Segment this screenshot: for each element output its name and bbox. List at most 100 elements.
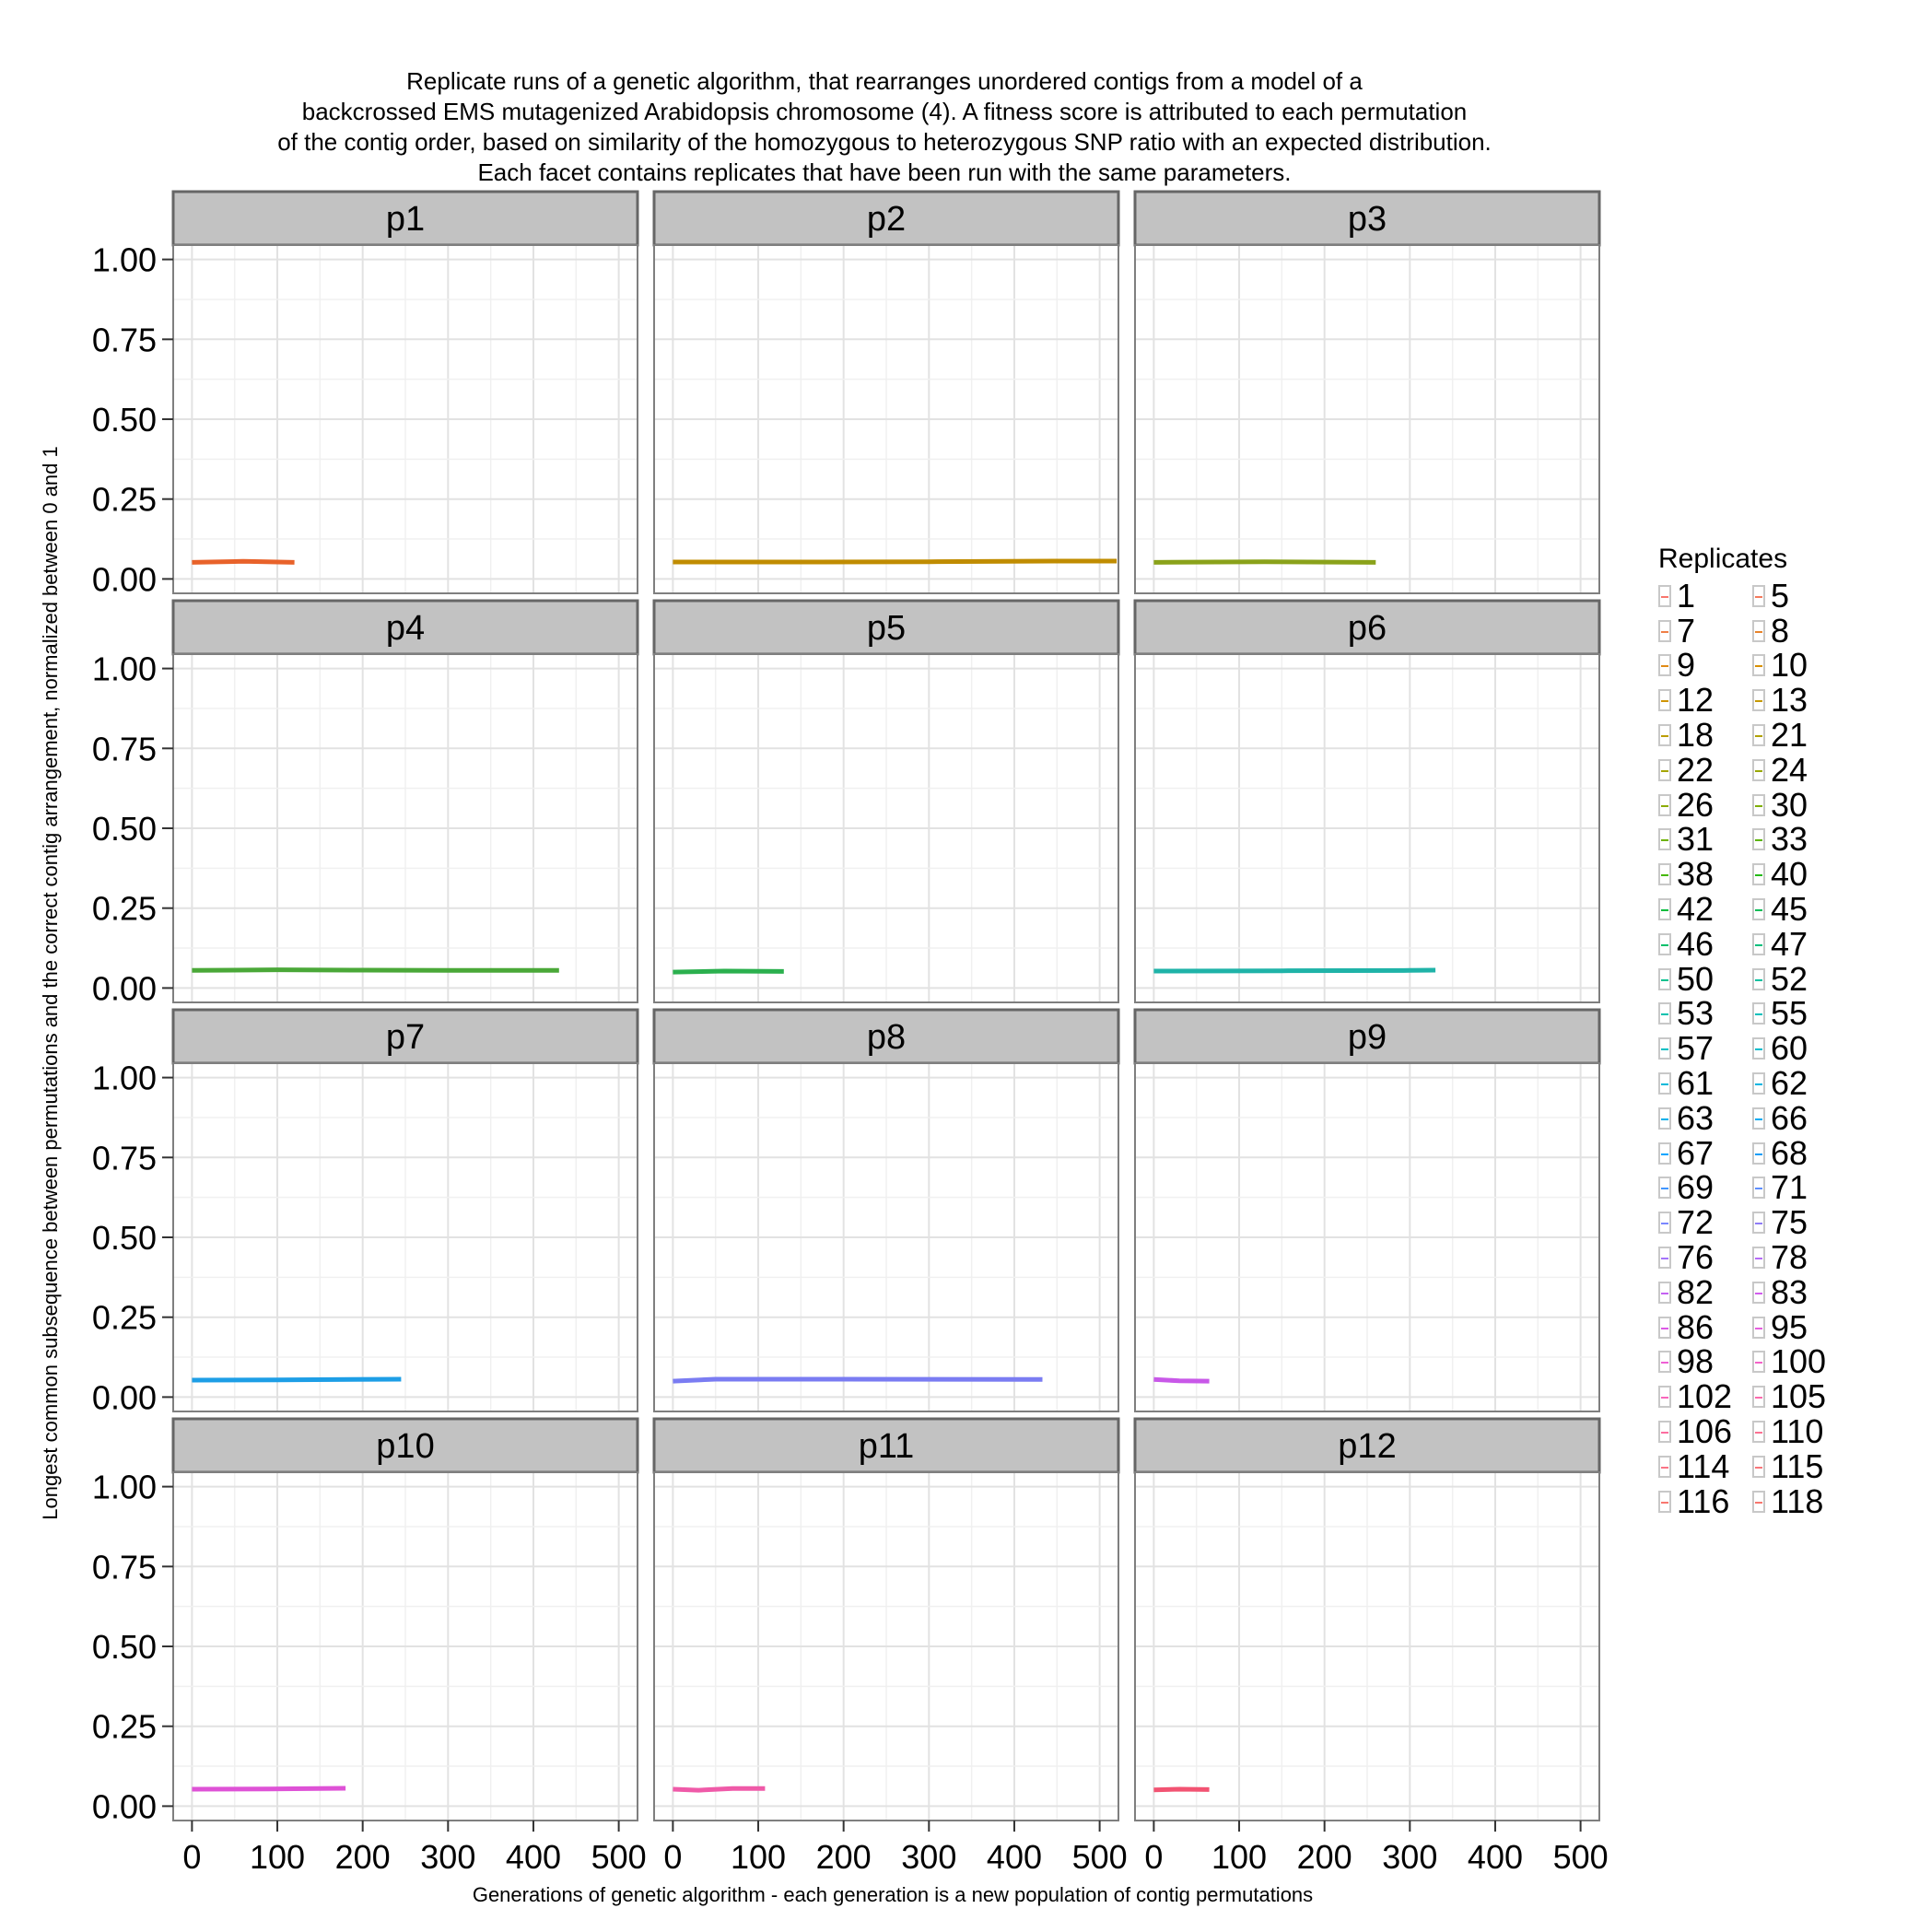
legend-item: 52 xyxy=(1752,962,1846,997)
legend-key-swatch xyxy=(1658,1421,1671,1444)
legend-item: 62 xyxy=(1752,1066,1846,1101)
legend-label: 83 xyxy=(1771,1272,1808,1311)
legend-label: 1 xyxy=(1677,576,1696,615)
legend-label: 38 xyxy=(1677,855,1714,894)
grid-lines xyxy=(173,1063,638,1411)
legend-item: 67 xyxy=(1658,1136,1752,1171)
legend-item: 8 xyxy=(1752,614,1846,649)
chart-title-line-1: Replicate runs of a genetic algorithm, t… xyxy=(406,67,1363,95)
facet-strip-label: p12 xyxy=(1338,1427,1396,1466)
legend-key-swatch xyxy=(1658,932,1671,955)
legend-label: 115 xyxy=(1771,1446,1824,1485)
legend-key-swatch xyxy=(1752,584,1765,607)
legend-key-swatch xyxy=(1752,724,1765,747)
legend-key-swatch xyxy=(1658,758,1671,781)
legend-label: 98 xyxy=(1677,1342,1714,1381)
legend-key-swatch xyxy=(1658,1002,1671,1025)
y-tick-label: 0.25 xyxy=(92,1299,157,1337)
legend-item: 42 xyxy=(1658,892,1752,927)
legend-key-swatch xyxy=(1658,863,1671,886)
legend-label: 26 xyxy=(1677,785,1714,824)
legend-title: Replicates xyxy=(1658,544,1788,574)
x-tick-label: 0 xyxy=(182,1838,201,1876)
y-tick-label: 0.50 xyxy=(92,810,157,848)
legend-item: 72 xyxy=(1658,1205,1752,1240)
legend-item: 61 xyxy=(1658,1066,1752,1101)
y-tick-label: 0.00 xyxy=(92,1378,157,1416)
legend-key-swatch xyxy=(1752,1386,1765,1409)
y-tick-label: 0.00 xyxy=(92,969,157,1007)
legend-key-swatch xyxy=(1752,619,1765,642)
grid-lines xyxy=(654,654,1118,1002)
y-tick-label: 0.50 xyxy=(92,401,157,439)
legend-item: 33 xyxy=(1752,823,1846,858)
legend-item: 100 xyxy=(1752,1345,1846,1380)
x-tick-label: 400 xyxy=(506,1838,561,1876)
legend-key-swatch xyxy=(1658,1212,1671,1235)
facet-strip-label: p5 xyxy=(867,609,906,648)
legend-label: 5 xyxy=(1771,576,1790,615)
legend-key-swatch xyxy=(1752,1037,1765,1060)
legend-item: 5 xyxy=(1752,579,1846,614)
facet-strip-label: p10 xyxy=(376,1427,434,1466)
legend-label: 61 xyxy=(1677,1064,1714,1103)
legend-key-swatch xyxy=(1752,1316,1765,1339)
legend-label: 67 xyxy=(1677,1133,1714,1172)
x-tick-label: 400 xyxy=(1468,1838,1523,1876)
legend-item: 47 xyxy=(1752,927,1846,962)
legend-key-swatch xyxy=(1658,1281,1671,1304)
series-line xyxy=(192,1376,402,1383)
x-tick-label: 300 xyxy=(420,1838,475,1876)
grid-lines xyxy=(173,245,638,593)
facet-panel-p5: p5 xyxy=(652,599,1120,1003)
facet-strip xyxy=(171,190,639,247)
panel-border xyxy=(1134,653,1600,1003)
legend-label: 114 xyxy=(1677,1446,1730,1485)
legend-label: 50 xyxy=(1677,959,1714,998)
x-axis-title: Generations of genetic algorithm - each … xyxy=(473,1883,1313,1906)
legend-item: 1 xyxy=(1658,579,1752,614)
legend-item: 22 xyxy=(1658,753,1752,788)
legend-key-swatch xyxy=(1658,1316,1671,1339)
legend-label: 82 xyxy=(1677,1272,1714,1311)
facet-strip-label: p7 xyxy=(386,1018,425,1057)
facet-panel-p7: p7 0.00 0.25 0.50 0.75 1.00 xyxy=(92,1008,639,1416)
series-line xyxy=(673,1376,1043,1384)
legend-item: 78 xyxy=(1752,1240,1846,1275)
legend-key-swatch xyxy=(1658,619,1671,642)
legend-item: 118 xyxy=(1752,1484,1846,1519)
legend-label: 12 xyxy=(1677,681,1714,720)
legend-label: 106 xyxy=(1677,1412,1733,1451)
legend-item: 63 xyxy=(1658,1101,1752,1136)
series-line xyxy=(192,558,295,565)
legend-key-swatch xyxy=(1752,932,1765,955)
legend-key-swatch xyxy=(1752,1142,1765,1165)
legend-key-swatch xyxy=(1658,1386,1671,1409)
legend-item: 86 xyxy=(1658,1310,1752,1345)
panel-border xyxy=(653,653,1119,1003)
legend-item: 115 xyxy=(1752,1449,1846,1484)
legend-key-swatch xyxy=(1658,724,1671,747)
legend-label: 95 xyxy=(1771,1307,1808,1346)
legend-key-swatch xyxy=(1658,1455,1671,1478)
legend-key-swatch xyxy=(1658,1037,1671,1060)
legend-label: 52 xyxy=(1771,959,1808,998)
y-tick-label: 0.00 xyxy=(92,1787,157,1825)
y-tick-label: 0.75 xyxy=(92,1139,157,1177)
x-tick-label: 400 xyxy=(987,1838,1042,1876)
x-tick-label: 500 xyxy=(1072,1838,1128,1876)
y-tick-label: 0.25 xyxy=(92,481,157,519)
legend-label: 22 xyxy=(1677,750,1714,789)
legend-label: 9 xyxy=(1677,646,1696,685)
legend-key-swatch xyxy=(1658,1142,1671,1165)
legend-label: 30 xyxy=(1771,785,1808,824)
legend-item: 30 xyxy=(1752,788,1846,823)
legend-item: 114 xyxy=(1658,1449,1752,1484)
facet-panel-p11: p11 0 100 200 300 400 500 xyxy=(652,1417,1128,1876)
series-line xyxy=(673,968,784,975)
panels-layer: p1 0.00 0.25 0.50 0.75 1.00 p2 p3 p4 0.00 0.25 0.50… xyxy=(92,190,1609,1876)
panel-border xyxy=(1134,1062,1600,1412)
legend-key-swatch xyxy=(1752,1247,1765,1270)
legend-label: 78 xyxy=(1771,1238,1808,1277)
legend-label: 86 xyxy=(1677,1307,1714,1346)
